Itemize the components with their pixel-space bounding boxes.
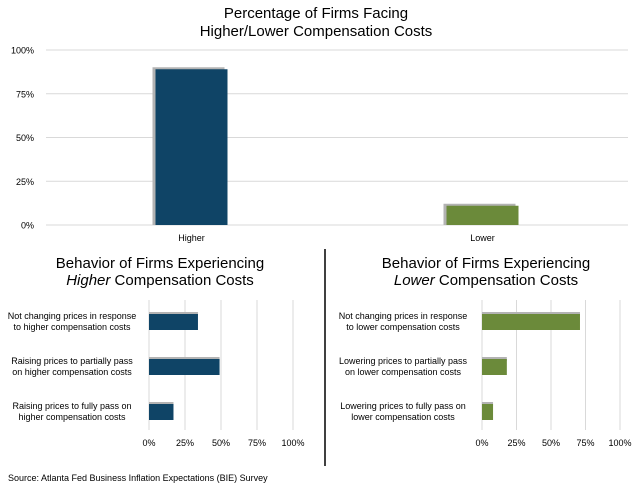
higher-chart-title-line2: Higher Compensation Costs bbox=[66, 272, 254, 289]
top-chart-x-labels: Higher Lower bbox=[178, 233, 495, 243]
right-bar bbox=[482, 314, 580, 330]
top-chart-grid bbox=[46, 49, 628, 226]
left-x-tick-label: 75% bbox=[248, 438, 266, 448]
top-y-tick-label: 0% bbox=[21, 221, 34, 231]
top-y-tick-label: 100% bbox=[11, 46, 34, 56]
top-bar-chart: Percentage of Firms Facing Higher/Lower … bbox=[11, 5, 628, 243]
top-y-tick-label: 75% bbox=[16, 89, 34, 99]
top-y-tick-label: 50% bbox=[16, 133, 34, 143]
source-note: Source: Atlanta Fed Business Inflation E… bbox=[8, 473, 268, 483]
left-category-label: higher compensation costs bbox=[18, 412, 126, 422]
higher-chart-title-rest: Compensation Costs bbox=[110, 272, 253, 289]
right-category-label: on lower compensation costs bbox=[345, 367, 462, 377]
lower-chart-title-emphasis: Lower bbox=[394, 272, 436, 289]
top-chart-bars bbox=[152, 67, 519, 225]
left-category-label: Raising prices to fully pass on bbox=[12, 401, 131, 411]
right-x-tick-label: 100% bbox=[608, 438, 631, 448]
top-x-label: Higher bbox=[178, 233, 205, 243]
right-category-label: Not changing prices in response bbox=[339, 311, 468, 321]
lower-chart-title-line1: Behavior of Firms Experiencing bbox=[382, 255, 590, 272]
left-category-label: on higher compensation costs bbox=[12, 367, 132, 377]
top-x-label: Lower bbox=[470, 233, 495, 243]
left-x-tick-label: 25% bbox=[176, 438, 194, 448]
right-category-label: to lower compensation costs bbox=[346, 322, 460, 332]
higher-chart-bars bbox=[149, 312, 220, 420]
top-bar-lower bbox=[446, 205, 519, 225]
top-chart-y-ticks: 0% 25% 50% 75% 100% bbox=[11, 46, 34, 231]
top-chart-title-line1: Percentage of Firms Facing bbox=[224, 5, 408, 22]
left-bar bbox=[149, 404, 174, 420]
top-y-tick-label: 25% bbox=[16, 177, 34, 187]
higher-chart-x-ticks: 0% 25% 50% 75% 100% bbox=[142, 438, 304, 448]
higher-chart-title-line1: Behavior of Firms Experiencing bbox=[56, 255, 264, 272]
lower-costs-behavior-chart: Behavior of Firms Experiencing Lower Com… bbox=[339, 255, 632, 448]
higher-chart-title-emphasis: Higher bbox=[66, 272, 111, 289]
right-x-tick-label: 0% bbox=[475, 438, 488, 448]
right-bar bbox=[482, 359, 507, 375]
left-category-label: to higher compensation costs bbox=[13, 322, 131, 332]
right-x-tick-label: 75% bbox=[576, 438, 594, 448]
lower-chart-title-line2: Lower Compensation Costs bbox=[394, 272, 578, 289]
right-category-label: lower compensation costs bbox=[351, 412, 455, 422]
left-x-tick-label: 50% bbox=[212, 438, 230, 448]
lower-chart-bars bbox=[482, 312, 580, 420]
right-category-label: Lowering prices to fully pass on bbox=[340, 401, 466, 411]
right-bar bbox=[482, 404, 494, 420]
right-x-tick-label: 25% bbox=[507, 438, 525, 448]
top-chart-title-line2: Higher/Lower Compensation Costs bbox=[200, 23, 433, 40]
higher-costs-behavior-chart: Behavior of Firms Experiencing Higher Co… bbox=[8, 255, 305, 448]
lower-chart-title-rest: Compensation Costs bbox=[435, 272, 578, 289]
right-x-tick-label: 50% bbox=[542, 438, 560, 448]
left-category-label: Raising prices to partially pass bbox=[11, 356, 133, 366]
right-category-label: Lowering prices to partially pass bbox=[339, 356, 468, 366]
left-x-tick-label: 0% bbox=[142, 438, 155, 448]
left-bar bbox=[149, 359, 220, 375]
left-category-label: Not changing prices in response bbox=[8, 311, 137, 321]
lower-chart-x-ticks: 0% 25% 50% 75% 100% bbox=[475, 438, 631, 448]
left-bar bbox=[149, 314, 198, 330]
top-bar-higher bbox=[155, 69, 228, 225]
left-x-tick-label: 100% bbox=[281, 438, 304, 448]
